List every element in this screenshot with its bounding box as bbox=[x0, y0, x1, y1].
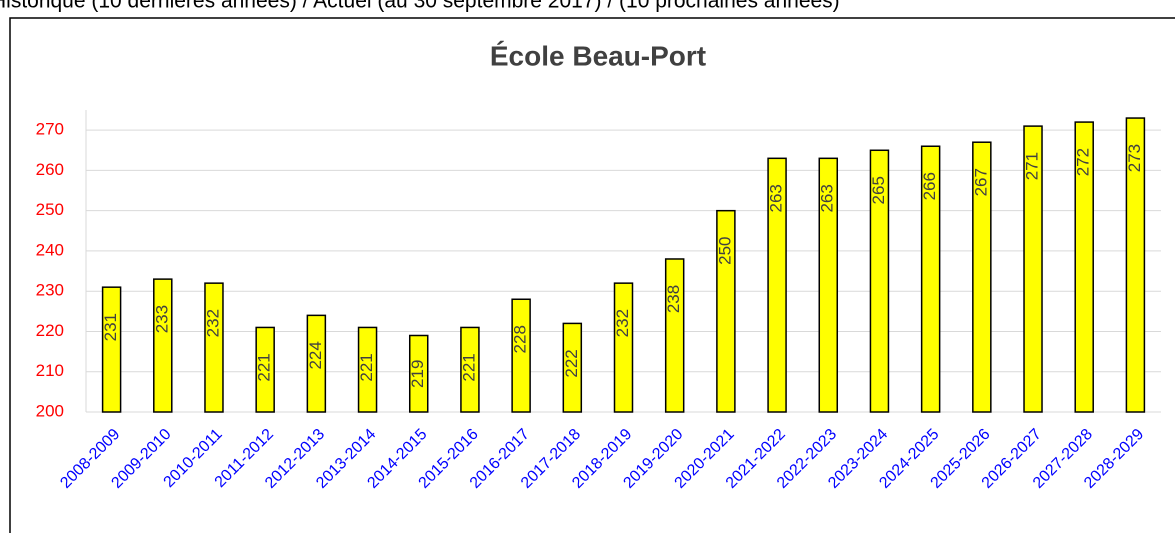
bar bbox=[101, 286, 122, 413]
bar bbox=[869, 149, 890, 413]
data-label: 221 bbox=[459, 353, 478, 381]
data-label: 232 bbox=[203, 309, 222, 337]
data-label: 238 bbox=[664, 285, 683, 313]
bar bbox=[1125, 117, 1146, 413]
y-tick-label: 210 bbox=[36, 361, 64, 380]
bar bbox=[818, 157, 839, 413]
bar bbox=[1074, 121, 1094, 413]
data-label: 273 bbox=[1125, 144, 1144, 172]
data-label: 263 bbox=[818, 184, 837, 212]
y-tick-label: 260 bbox=[36, 160, 64, 179]
data-label: 228 bbox=[511, 325, 530, 353]
bar bbox=[1023, 125, 1043, 413]
data-label: 221 bbox=[357, 353, 376, 381]
bar bbox=[153, 278, 173, 413]
bar bbox=[306, 314, 327, 413]
data-label: 267 bbox=[971, 168, 990, 196]
data-label: 272 bbox=[1074, 148, 1093, 176]
data-label: 232 bbox=[613, 309, 632, 337]
data-label: 266 bbox=[920, 172, 939, 200]
bar bbox=[408, 334, 429, 413]
chart-title: École Beau-Port bbox=[490, 40, 706, 71]
data-label: 250 bbox=[715, 236, 734, 264]
data-label: 265 bbox=[869, 176, 888, 204]
bar bbox=[613, 282, 634, 413]
data-label: 222 bbox=[562, 349, 581, 377]
y-tick-label: 240 bbox=[36, 240, 64, 259]
data-label: 221 bbox=[255, 353, 274, 381]
bar bbox=[767, 157, 787, 413]
data-label: 233 bbox=[152, 305, 171, 333]
data-label: 263 bbox=[767, 184, 786, 212]
bar bbox=[716, 209, 736, 413]
bar bbox=[460, 326, 480, 413]
bar bbox=[204, 282, 224, 413]
y-tick-label: 250 bbox=[36, 200, 64, 219]
bar bbox=[255, 326, 275, 413]
data-label: 219 bbox=[408, 360, 427, 388]
bar bbox=[920, 145, 941, 413]
bar bbox=[511, 298, 531, 413]
data-label: 271 bbox=[1023, 152, 1042, 180]
y-tick-label: 220 bbox=[36, 321, 64, 340]
y-tick-label: 270 bbox=[36, 120, 64, 139]
y-tick-label: 200 bbox=[36, 401, 64, 420]
y-tick-label: 230 bbox=[36, 281, 64, 300]
bar bbox=[562, 322, 583, 413]
bar bbox=[664, 258, 685, 413]
bar bbox=[357, 326, 378, 413]
chart-subtitle: Historique (10 dernières années) / Actue… bbox=[0, 0, 840, 13]
data-label: 231 bbox=[101, 313, 120, 341]
data-label: 224 bbox=[306, 341, 325, 369]
bar bbox=[972, 141, 992, 413]
